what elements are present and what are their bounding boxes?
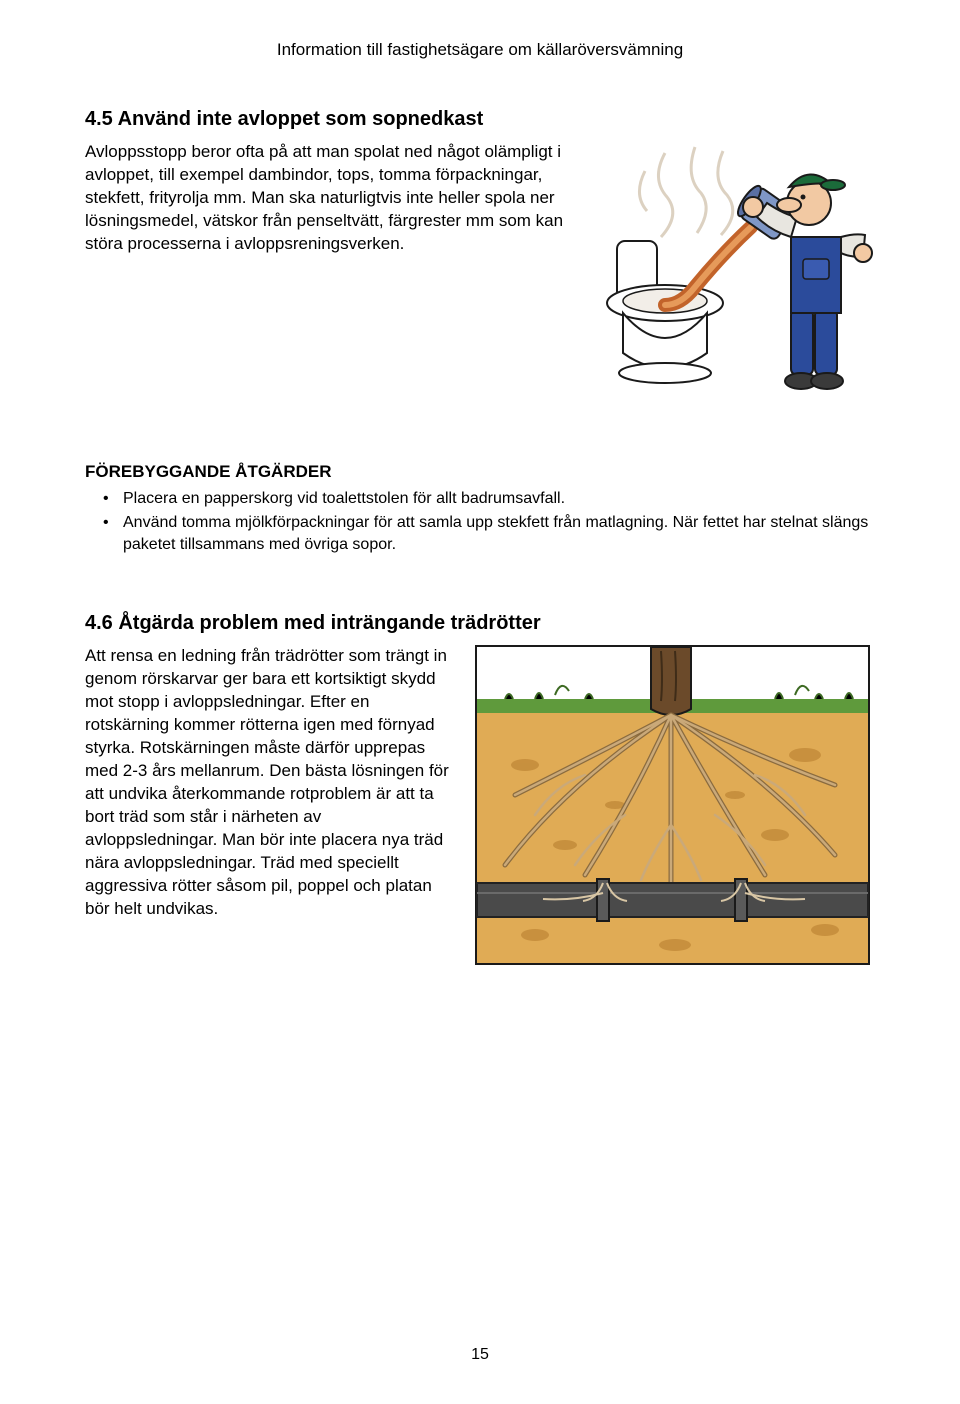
section-4-5-heading: 4.5 Använd inte avloppet som sopnedkast [85, 108, 875, 131]
preventive-heading: FÖREBYGGANDE ÅTGÄRDER [85, 462, 875, 482]
section-4-6-heading: 4.6 Åtgärda problem med inträngande träd… [85, 612, 875, 635]
list-item: Placera en papperskorg vid toalettstolen… [123, 488, 875, 510]
section-4-6-illustration [475, 645, 870, 970]
section-4-5: 4.5 Använd inte avloppet som sopnedkast … [85, 108, 875, 402]
list-item-text: Placera en papperskorg vid toalettstolen… [123, 490, 565, 507]
tree-roots-into-pipe-illustration-svg [475, 645, 870, 965]
section-4-6: 4.6 Åtgärda problem med inträngande träd… [85, 612, 875, 970]
list-item-text: Använd tomma mjölkförpackningar för att … [123, 514, 868, 553]
section-4-5-body: Avloppsstopp beror ofta på att man spola… [85, 141, 575, 256]
page-number: 15 [0, 1346, 960, 1364]
page-header-text: Information till fastighetsägare om käll… [277, 40, 683, 59]
person-icon [743, 174, 872, 389]
preventive-list: Placera en papperskorg vid toalettstolen… [85, 488, 875, 556]
page-header: Information till fastighetsägare om käll… [85, 40, 875, 60]
list-item: Använd tomma mjölkförpackningar för att … [123, 512, 875, 556]
preventive-measures: FÖREBYGGANDE ÅTGÄRDER Placera en pappers… [85, 462, 875, 556]
section-4-6-row: Att rensa en ledning från trädrötter som… [85, 645, 875, 970]
section-4-5-row: Avloppsstopp beror ofta på att man spola… [85, 141, 875, 402]
section-4-6-body: Att rensa en ledning från trädrötter som… [85, 645, 455, 920]
person-pouring-into-toilet-illustration-svg [595, 141, 875, 397]
section-4-5-illustration [595, 141, 875, 402]
